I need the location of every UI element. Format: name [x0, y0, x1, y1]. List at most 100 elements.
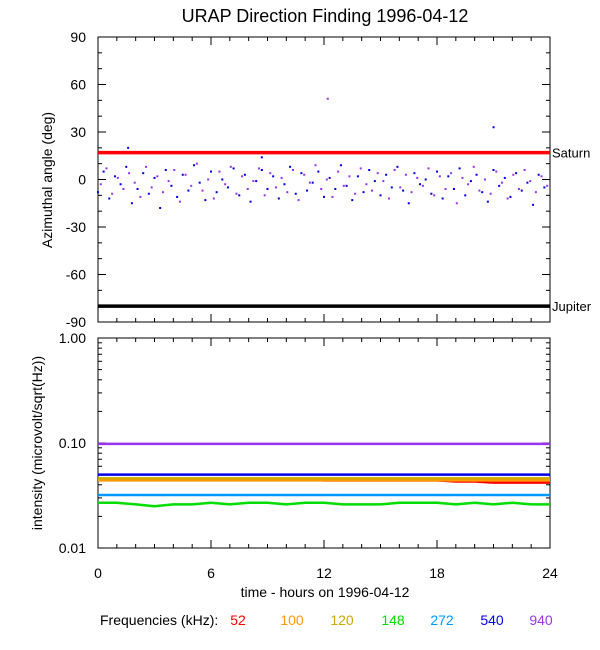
data-point — [159, 207, 162, 209]
intensity-axis-ticks — [97, 337, 551, 549]
x-tick-label: 18 — [429, 565, 445, 581]
data-point — [235, 192, 238, 195]
data-point — [323, 195, 325, 198]
chart-title: URAP Direction Finding 1996-04-12 — [182, 6, 469, 26]
data-point — [133, 181, 136, 184]
data-point — [297, 199, 300, 202]
data-point — [523, 169, 526, 171]
data-point — [410, 191, 413, 194]
data-point — [139, 195, 142, 198]
azimuth-data-points — [97, 97, 549, 209]
legend-entry-148: 148 — [381, 612, 405, 628]
data-point — [529, 180, 532, 183]
data-point — [387, 197, 390, 200]
data-point — [243, 173, 246, 176]
legend-entry-52: 52 — [230, 612, 246, 628]
data-point — [455, 202, 458, 205]
data-point — [484, 178, 487, 181]
data-point — [509, 195, 512, 198]
data-point — [486, 200, 489, 203]
intensity-tick-labels: 1.00 0.10 0.01 0 6 12 18 24 — [59, 330, 558, 581]
data-point — [306, 189, 309, 192]
azimuth-y-axis-label: Azimuthal angle (deg) — [39, 112, 55, 248]
azimuth-tick-labels: 90 60 30 0 -30 -60 -90 — [66, 29, 86, 330]
data-point — [314, 164, 317, 167]
data-point — [537, 173, 540, 176]
data-point — [204, 199, 207, 202]
data-point — [201, 189, 204, 192]
data-point — [546, 184, 549, 187]
data-point — [173, 169, 176, 171]
data-point — [113, 175, 116, 178]
y-tick-label: 1.00 — [59, 330, 86, 346]
y-tick-label: 0.10 — [59, 435, 86, 451]
reference-label-saturn: Saturn — [552, 146, 590, 161]
y-tick-label: -60 — [66, 267, 86, 283]
data-point — [145, 165, 148, 168]
data-point — [472, 165, 475, 168]
legend-entry-100: 100 — [280, 612, 304, 628]
data-point — [212, 197, 215, 200]
data-point — [438, 175, 441, 178]
data-point — [444, 188, 447, 190]
data-point — [210, 170, 212, 173]
data-point — [464, 194, 467, 197]
data-point — [116, 176, 119, 179]
data-point — [125, 165, 128, 168]
data-point — [506, 197, 509, 200]
data-point — [269, 172, 272, 175]
data-point — [167, 180, 170, 183]
data-point — [260, 169, 263, 171]
data-point — [226, 186, 229, 189]
data-point — [421, 184, 424, 187]
data-point — [345, 184, 348, 187]
data-point — [325, 178, 328, 181]
data-point — [362, 191, 365, 194]
data-point — [489, 192, 492, 195]
data-point — [238, 194, 241, 197]
y-tick-label: 60 — [70, 77, 86, 93]
data-point — [430, 192, 433, 195]
data-point — [469, 180, 472, 183]
data-point — [356, 175, 359, 178]
data-point — [532, 203, 535, 206]
data-point — [419, 183, 422, 186]
data-point — [289, 165, 292, 168]
y-tick-label: 30 — [70, 124, 86, 140]
intensity-y-axis-label: intensity (microvolt/sqrt(Hz)) — [29, 356, 45, 530]
data-point — [331, 195, 334, 198]
y-tick-label: -30 — [66, 219, 86, 235]
data-point — [492, 169, 495, 171]
data-point — [181, 173, 184, 176]
series-line-148 — [98, 501, 550, 508]
data-point — [111, 192, 114, 195]
legend-entry-120: 120 — [330, 612, 354, 628]
y-tick-label: 90 — [70, 29, 86, 45]
data-point — [515, 172, 518, 175]
data-point — [232, 167, 235, 170]
data-point — [241, 175, 244, 178]
data-point — [407, 202, 410, 205]
data-point — [127, 146, 130, 149]
data-point — [108, 197, 111, 200]
data-point — [207, 178, 210, 181]
x-tick-label: 6 — [207, 565, 215, 581]
data-point — [382, 180, 385, 183]
data-point — [416, 176, 419, 179]
data-point — [326, 97, 329, 100]
data-point — [258, 167, 261, 170]
data-point — [102, 170, 105, 173]
y-tick-label: -90 — [66, 314, 86, 330]
data-point — [218, 170, 221, 173]
data-point — [184, 173, 187, 176]
data-point — [404, 173, 407, 176]
data-point — [396, 165, 399, 168]
data-point — [193, 164, 196, 167]
data-point — [170, 184, 173, 187]
data-point — [339, 164, 342, 167]
data-point — [147, 192, 150, 195]
azimuth-plot-frame — [97, 36, 551, 323]
data-point — [229, 165, 232, 168]
data-point — [458, 167, 461, 170]
